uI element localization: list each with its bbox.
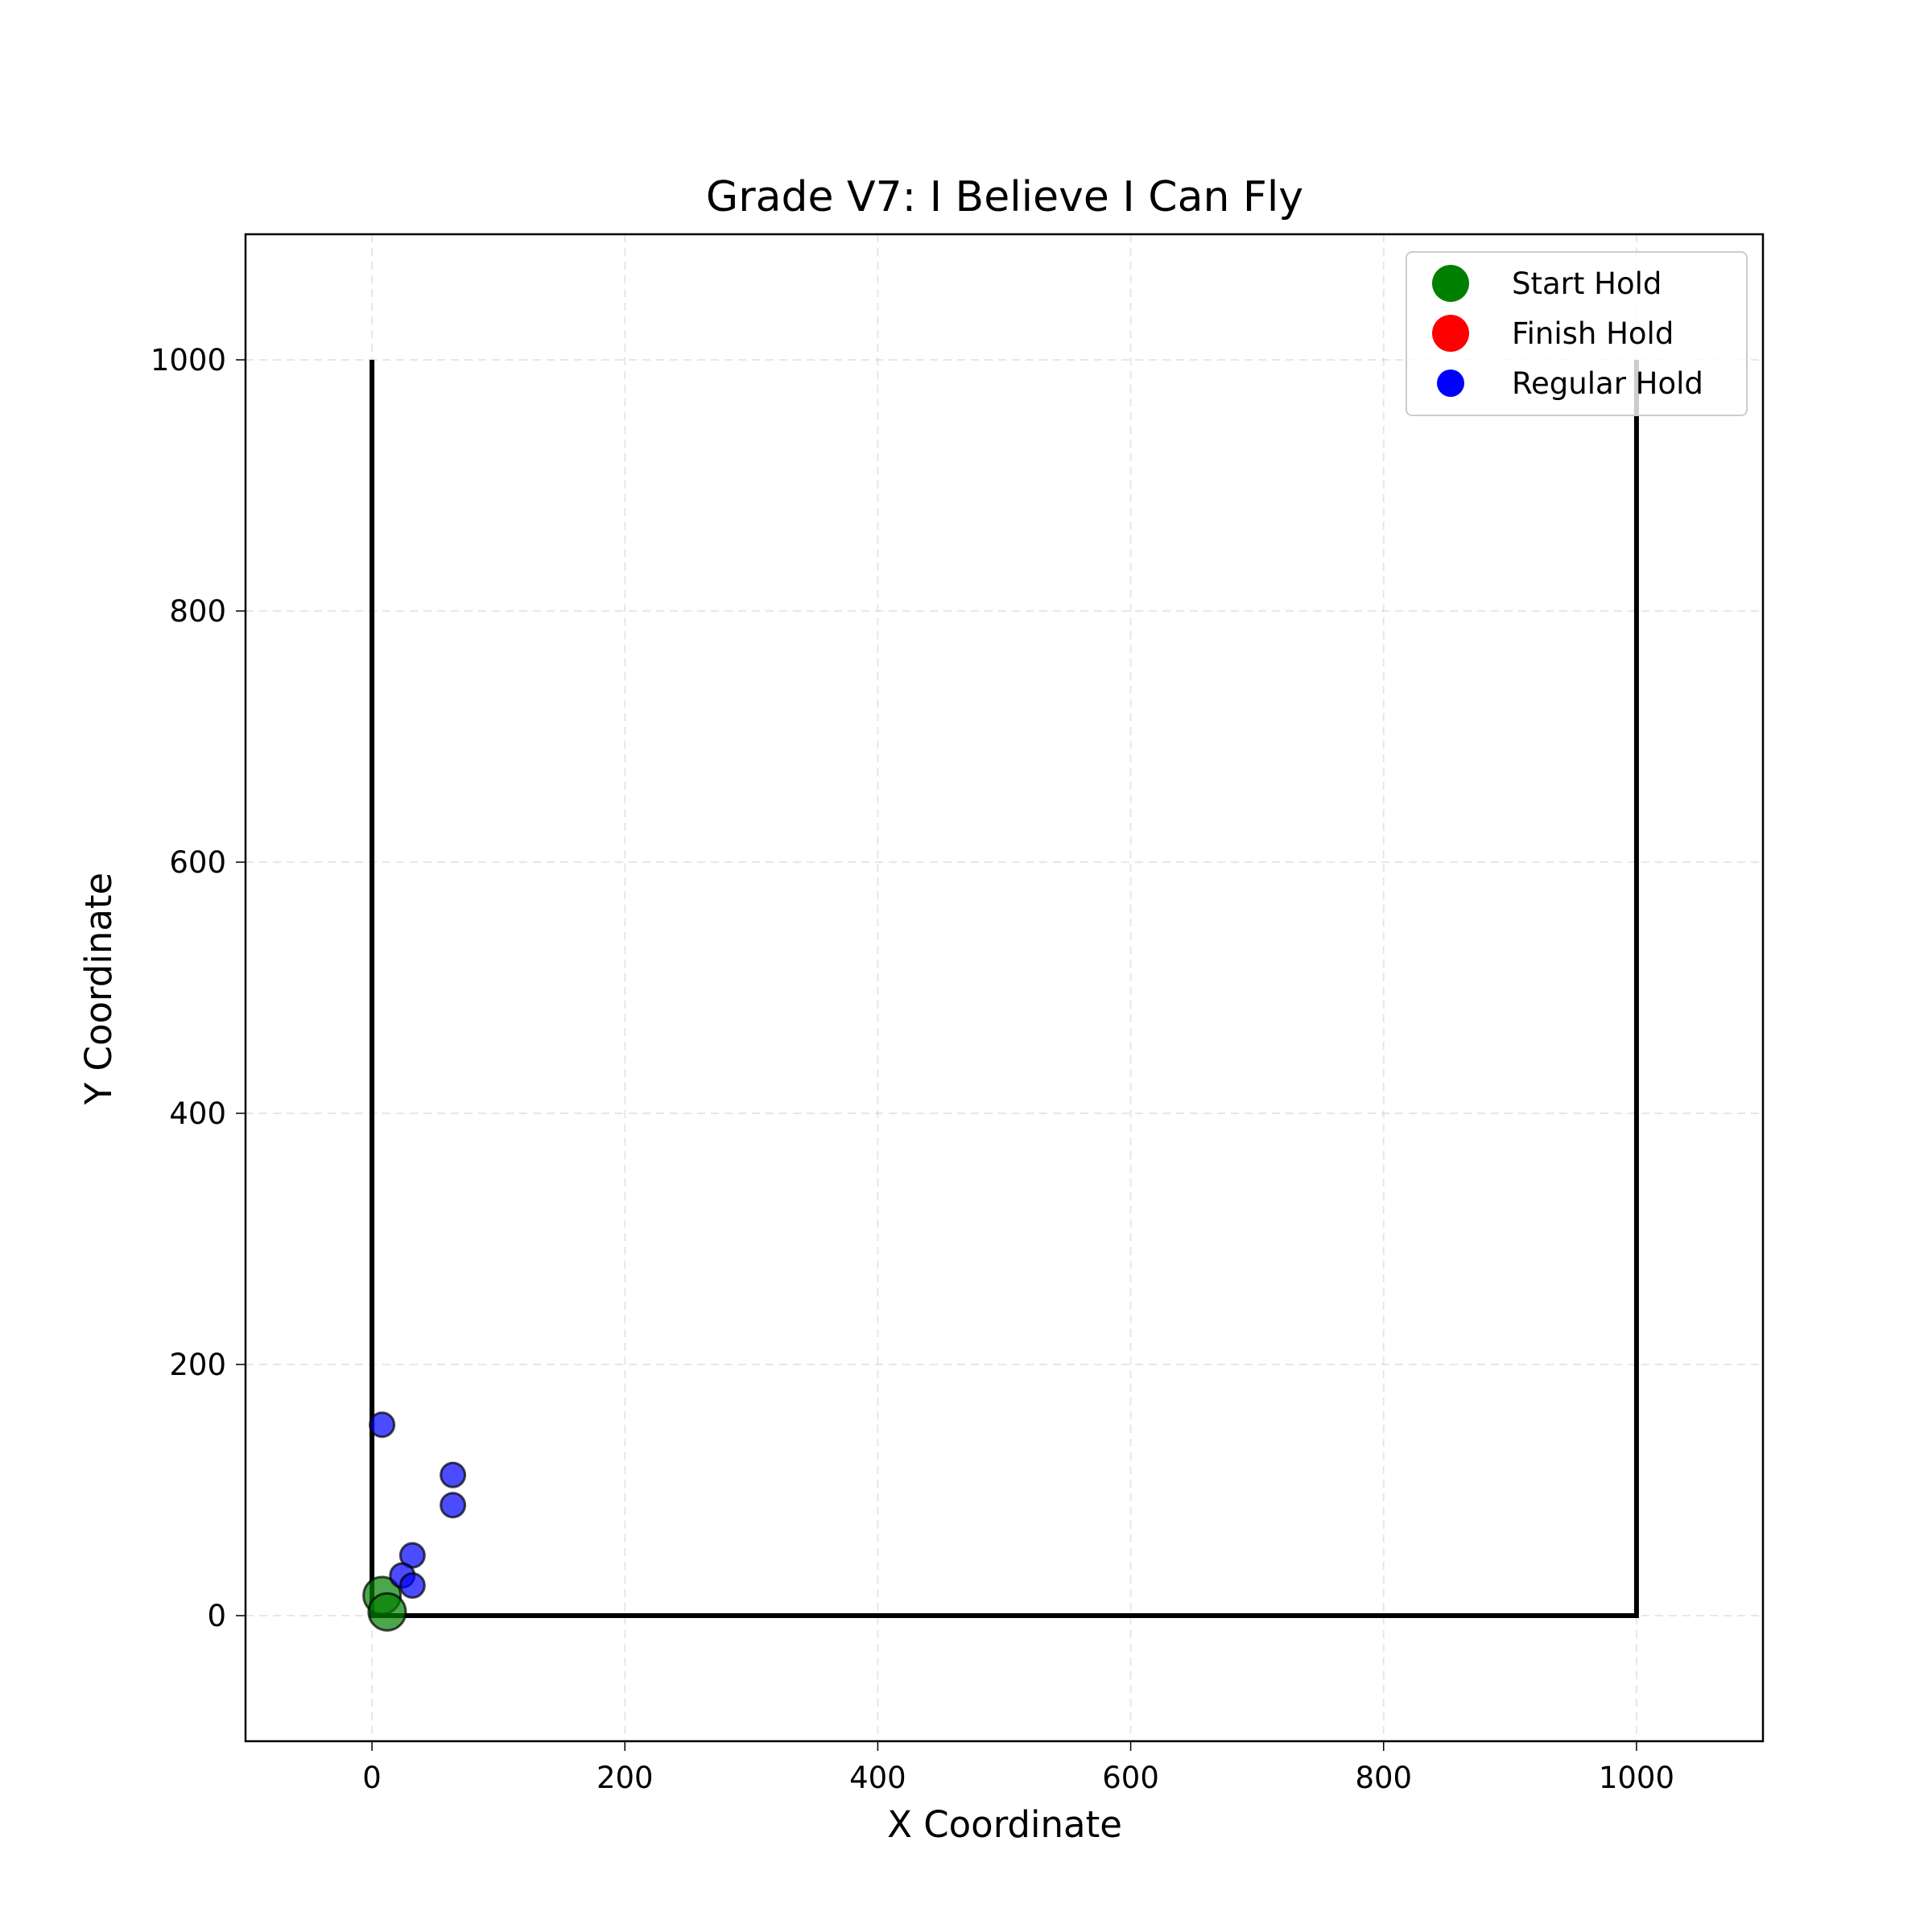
x-axis-label: X Coordinate — [887, 1803, 1122, 1846]
legend-box — [1406, 251, 1748, 416]
chart-title: Grade V7: I Believe I Can Fly — [706, 173, 1303, 221]
legend-marker-finish-hold — [1432, 315, 1469, 352]
legend-label-finish-hold: Finish Hold — [1512, 316, 1674, 351]
x-tick-label: 0 — [362, 1761, 382, 1795]
plot-frame — [244, 233, 1765, 1743]
x-tick-label: 600 — [1102, 1761, 1159, 1795]
regular-hold-point — [440, 1461, 467, 1488]
start-hold-point — [367, 1591, 407, 1632]
wall-outline-layer — [369, 360, 1639, 1618]
hold-points — [362, 1411, 467, 1632]
y-axis-label: Y Coordinate — [77, 873, 120, 1105]
regular-hold-point — [369, 1411, 396, 1439]
y-tick-label: 400 — [169, 1096, 226, 1131]
legend-label-start-hold: Start Hold — [1512, 266, 1662, 301]
x-tick-label: 1000 — [1599, 1761, 1674, 1795]
x-tick-label: 200 — [597, 1761, 654, 1795]
x-tick-label: 800 — [1355, 1761, 1412, 1795]
x-tick-label: 400 — [849, 1761, 906, 1795]
wall-outline — [369, 360, 1639, 1618]
legend-label-regular-hold: Regular Hold — [1512, 366, 1703, 401]
y-tick-label: 0 — [207, 1599, 226, 1633]
y-tick-label: 200 — [169, 1348, 226, 1382]
legend: Start Hold Finish Hold Regular Hold — [1406, 251, 1748, 416]
y-tick-label: 800 — [169, 594, 226, 629]
y-axis-ticks: 0 200 400 600 800 1000 — [151, 343, 246, 1633]
y-tick-label: 600 — [169, 845, 226, 880]
legend-marker-start-hold — [1432, 265, 1469, 302]
regular-hold-point — [440, 1492, 467, 1519]
x-axis-ticks: 0 200 400 600 800 1000 — [362, 1741, 1674, 1795]
y-tick-label: 1000 — [151, 343, 226, 378]
regular-hold-point — [398, 1572, 426, 1600]
legend-marker-regular-hold — [1437, 369, 1464, 397]
